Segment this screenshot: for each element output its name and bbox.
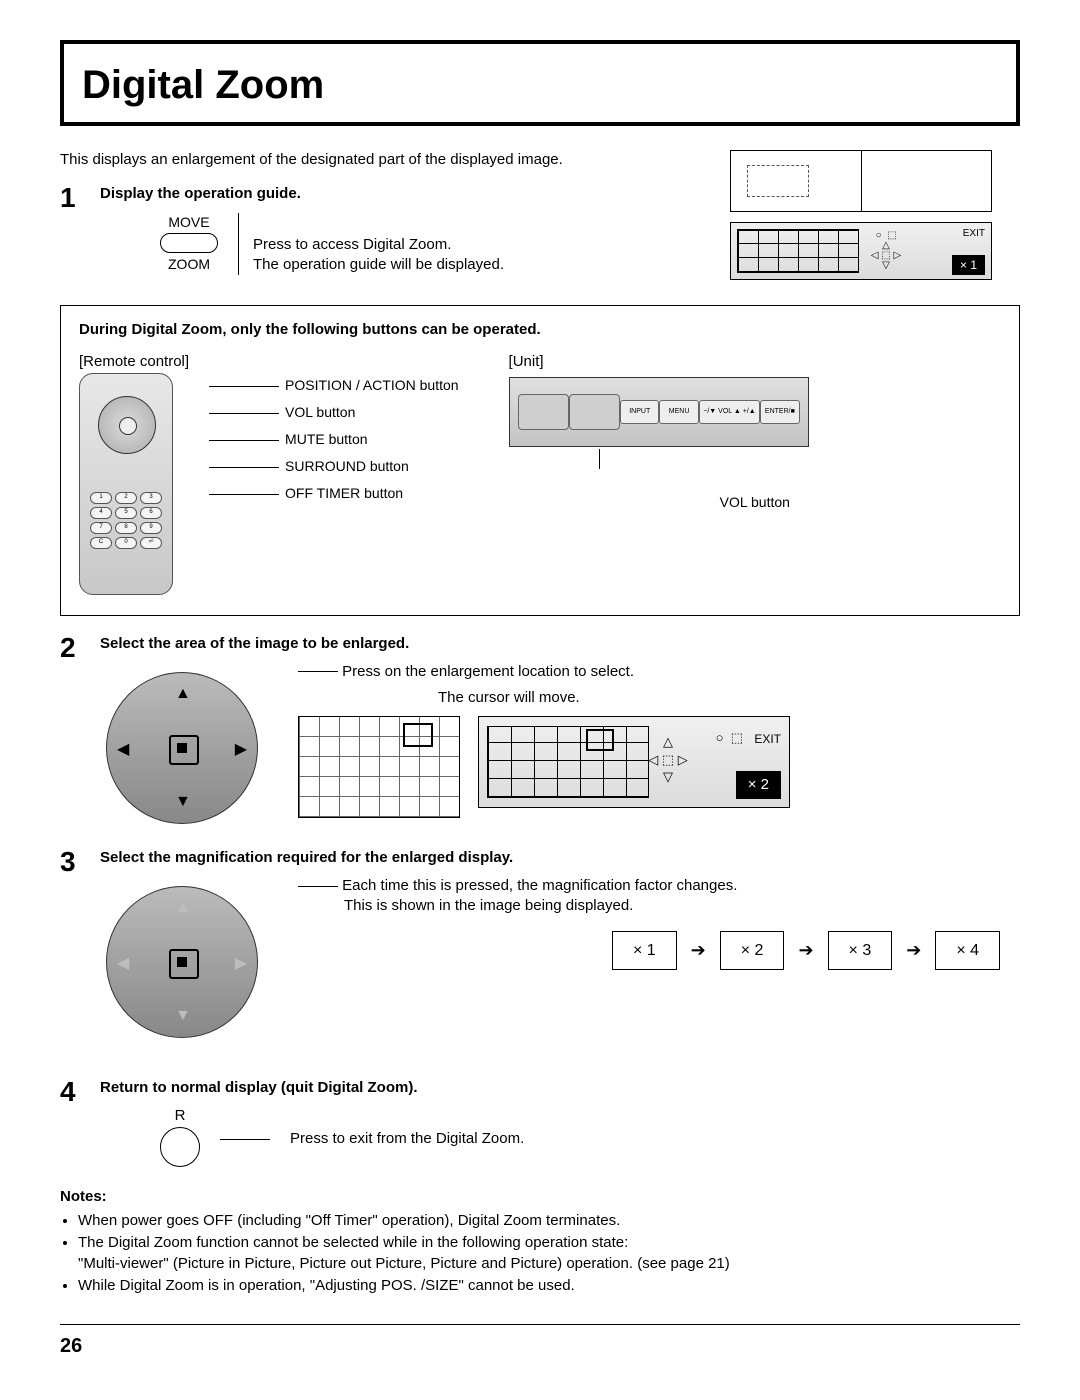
unit-vol-label: VOL button — [509, 493, 1001, 512]
arrow-icon: ➔ — [906, 938, 921, 962]
zoom-label: ZOOM — [160, 255, 218, 274]
dpad-icon[interactable]: ▲ ▼ ◀ ▶ — [106, 672, 258, 824]
step3-desc1: Each time this is pressed, the magnifica… — [342, 877, 737, 894]
step-number-2: 2 — [60, 634, 90, 662]
step2-desc1: Press on the enlargement location to sel… — [342, 663, 634, 680]
callout-vol: VOL button — [209, 403, 459, 422]
step-number-3: 3 — [60, 848, 90, 876]
callout-offtimer: OFF TIMER button — [209, 484, 459, 503]
step2-desc2: The cursor will move. — [438, 688, 1020, 708]
pill-icon — [160, 233, 218, 253]
key: 9 — [140, 522, 162, 534]
unit-btn-vol: −/▼ VOL ▲ +/▲ — [699, 400, 760, 424]
step4-desc: Press to exit from the Digital Zoom. — [290, 1129, 524, 1149]
step1-desc1: Press to access Digital Zoom. — [253, 235, 504, 255]
step3-title: Select the magnification required for th… — [100, 848, 1020, 868]
step4-title: Return to normal display (quit Digital Z… — [100, 1078, 1020, 1098]
arrow-icon: ➔ — [798, 938, 813, 962]
mag-x2: × 2 — [720, 931, 785, 971]
key: C — [90, 537, 112, 549]
unit-btn-menu: MENU — [659, 400, 698, 424]
step-number-1: 1 — [60, 184, 90, 212]
notes-heading: Notes: — [60, 1187, 1020, 1207]
move-label: MOVE — [160, 213, 218, 232]
notes-section: Notes: When power goes OFF (including "O… — [60, 1187, 1020, 1296]
page-number: 26 — [60, 1333, 1020, 1360]
key: 2 — [115, 492, 137, 504]
dpad-icon-2[interactable]: ▲ ▼ ◀ ▶ — [106, 886, 258, 1038]
key: 4 — [90, 507, 112, 519]
mag-x1: × 1 — [612, 931, 677, 971]
key: 1 — [90, 492, 112, 504]
key: ⏎ — [140, 537, 162, 549]
callout-mute: MUTE button — [209, 430, 459, 449]
step2-title: Select the area of the image to be enlar… — [100, 634, 1020, 654]
r-button-icon[interactable] — [160, 1127, 200, 1167]
step3-desc2: This is shown in the image being display… — [344, 896, 1020, 916]
selection-grid-icon — [298, 716, 460, 818]
arrow-icon: ➔ — [691, 938, 706, 962]
title-box: Digital Zoom — [60, 40, 1020, 126]
key: 6 — [140, 507, 162, 519]
footer-rule — [60, 1324, 1020, 1325]
callout-position: POSITION / ACTION button — [209, 376, 459, 395]
exit-label: EXIT — [963, 227, 985, 241]
osd-preview-2: ○ ⬚△ ◁ ⬚ ▷ ▽ EXIT × 2 — [478, 716, 790, 808]
page-title: Digital Zoom — [82, 58, 998, 112]
note-2: The Digital Zoom function cannot be sele… — [78, 1233, 1020, 1274]
remote-icon: 1 2 3 4 5 6 7 8 9 C 0 ⏎ — [79, 373, 173, 595]
key: 5 — [115, 507, 137, 519]
zoom-level-2: × 2 — [736, 771, 781, 799]
intro-text: This displays an enlargement of the desi… — [60, 150, 710, 170]
exit-label-2: EXIT — [754, 731, 781, 747]
step-number-4: 4 — [60, 1078, 90, 1106]
split-screen-icon — [730, 150, 992, 212]
note-3: While Digital Zoom is in operation, "Adj… — [78, 1276, 1020, 1296]
r-label: R — [160, 1106, 200, 1126]
key: 0 — [115, 537, 137, 549]
magnification-chain: × 1 ➔ × 2 ➔ × 3 ➔ × 4 — [298, 931, 1000, 971]
note-1: When power goes OFF (including "Off Time… — [78, 1211, 1020, 1231]
callout-surround: SURROUND button — [209, 457, 459, 476]
step1-desc2: The operation guide will be displayed. — [253, 255, 504, 275]
top-diagram: ○ ⬚ △ ◁ ⬚ ▷ ▽ EXIT × 1 — [730, 150, 1020, 280]
unit-btn-input: INPUT — [620, 400, 659, 424]
step1-title: Display the operation guide. — [100, 184, 710, 204]
key: 3 — [140, 492, 162, 504]
unit-btn-enter: ENTER/■ — [760, 400, 799, 424]
unit-panel-icon: INPUT MENU −/▼ VOL ▲ +/▲ ENTER/■ — [509, 377, 809, 447]
key: 8 — [115, 522, 137, 534]
osd-preview-1: ○ ⬚ △ ◁ ⬚ ▷ ▽ EXIT × 1 — [730, 222, 992, 280]
operable-buttons-box: During Digital Zoom, only the following … — [60, 305, 1020, 616]
remote-label: [Remote control] — [79, 352, 189, 372]
key: 7 — [90, 522, 112, 534]
move-zoom-button[interactable]: MOVE ZOOM — [160, 213, 218, 275]
box-title: During Digital Zoom, only the following … — [79, 320, 1001, 340]
zoom-level-1: × 1 — [952, 255, 985, 275]
mag-x3: × 3 — [828, 931, 893, 971]
unit-label: [Unit] — [509, 352, 1001, 372]
mag-x4: × 4 — [935, 931, 1000, 971]
remote-callouts: POSITION / ACTION button VOL button MUTE… — [209, 352, 459, 502]
